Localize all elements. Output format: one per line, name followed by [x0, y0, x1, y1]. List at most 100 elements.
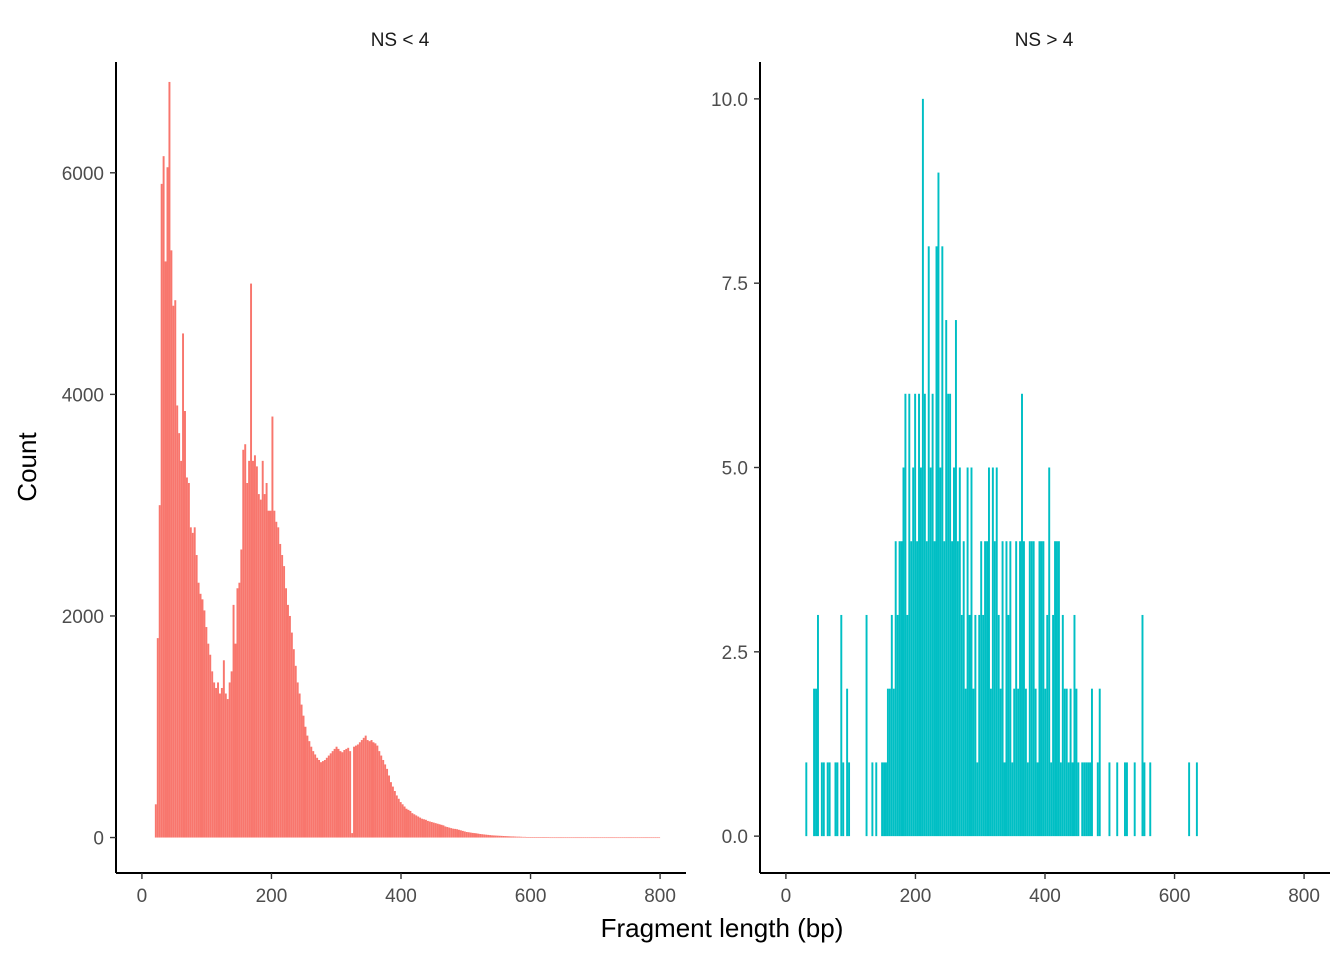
histogram-bar [189, 527, 192, 838]
histogram-bar [545, 837, 548, 838]
histogram-bar [184, 411, 186, 838]
histogram-bar [428, 821, 431, 838]
histogram-bar [370, 740, 373, 838]
histogram-bar [389, 782, 392, 838]
bars-left [154, 81, 661, 839]
histogram-bar [450, 828, 453, 838]
histogram-bar [527, 836, 530, 838]
histogram-bar [892, 688, 895, 837]
histogram-bar [321, 761, 324, 838]
histogram-bar [914, 393, 917, 837]
histogram-bar [213, 682, 216, 838]
histogram-bar [242, 449, 245, 838]
histogram-bar [236, 588, 239, 838]
histogram-bar [232, 604, 235, 838]
histogram-bar [1059, 762, 1062, 837]
histogram-bar [603, 837, 606, 839]
histogram-bar [625, 837, 628, 839]
histogram-bar [908, 393, 911, 837]
histogram-bar [473, 833, 476, 838]
y-tick-label: 6000 [62, 164, 104, 185]
histogram-bar [526, 836, 528, 838]
histogram-bar [343, 750, 346, 838]
y-tick-label: 0 [93, 829, 104, 850]
histogram-bar [919, 467, 922, 837]
histogram-bar [848, 762, 851, 837]
histogram-bar [393, 791, 396, 838]
histogram-bar [898, 541, 901, 837]
histogram-bar [993, 541, 996, 837]
histogram-bar [886, 688, 889, 837]
histogram-bar [613, 837, 616, 839]
histogram-bar [248, 460, 251, 838]
histogram-bar [516, 836, 519, 838]
histogram-bar [543, 837, 546, 838]
histogram-bar [828, 762, 831, 837]
strip-label-left: NS < 4 [371, 30, 430, 51]
histogram-bar [1040, 541, 1043, 837]
histogram-bar [195, 555, 198, 838]
histogram-bar [988, 467, 990, 837]
histogram-bar [438, 824, 441, 838]
histogram-bar [564, 837, 567, 839]
histogram-bar [269, 510, 272, 838]
histogram-bar [158, 505, 161, 838]
histogram-bar [426, 820, 429, 838]
histogram-bar [890, 614, 893, 837]
histogram-bar [982, 614, 985, 837]
histogram-bar [541, 837, 544, 838]
histogram-bar [424, 819, 427, 838]
histogram-bar [951, 541, 954, 837]
histogram-bar [1071, 762, 1074, 837]
histogram-bar [947, 393, 950, 837]
histogram-bar [281, 555, 284, 838]
histogram-bar [590, 837, 593, 839]
panel-ns-gt-4: NS > 4 0 200 400 600 800 0.0 2.5 5.0 7.5 10.0 [711, 30, 1330, 907]
histogram-bar [1028, 541, 1031, 837]
histogram-bar [574, 837, 577, 839]
histogram-bar [1141, 614, 1144, 837]
histogram-bar [277, 527, 280, 838]
x-tick-label: 800 [1288, 886, 1320, 907]
histogram-bar [386, 768, 389, 838]
histogram-bar [492, 835, 495, 838]
histogram-bar [535, 837, 538, 838]
histogram-bar [1026, 762, 1029, 837]
histogram-bar [995, 467, 998, 837]
histogram-bar [401, 804, 404, 838]
histogram-bar [588, 837, 591, 839]
histogram-bar [506, 836, 509, 838]
y-tick-label: 4000 [62, 385, 104, 406]
histogram-bar [568, 837, 571, 839]
histogram-bar [454, 828, 457, 838]
histogram-bar [349, 751, 352, 838]
histogram-bar [327, 755, 330, 838]
histogram-bar [458, 829, 460, 838]
histogram-bar [632, 837, 635, 839]
histogram-bar [316, 757, 319, 838]
histogram-bar [279, 543, 282, 838]
histogram-bar [372, 742, 375, 838]
histogram-bar [1069, 688, 1072, 837]
histogram-bar [228, 682, 231, 838]
histogram-bar [1052, 614, 1055, 837]
histogram-bar [1015, 541, 1018, 837]
histogram-bar [166, 167, 169, 838]
histogram-bar [529, 837, 532, 838]
histogram-bar [939, 467, 942, 837]
axes-right: 0 200 400 600 800 0.0 2.5 5.0 7.5 10.0 [711, 62, 1330, 907]
x-tick-label: 400 [385, 886, 417, 907]
histogram-bar [1061, 614, 1064, 837]
histogram-bar [836, 762, 839, 837]
histogram-bar [339, 751, 342, 838]
histogram-bar [483, 834, 486, 838]
histogram-bar [1009, 541, 1012, 837]
histogram-bar [1017, 688, 1020, 837]
histogram-bar [382, 759, 385, 838]
histogram-bar [1075, 688, 1078, 837]
y-tick-label: 7.5 [722, 274, 748, 295]
histogram-bar [211, 671, 214, 838]
histogram-bar [263, 494, 266, 838]
histogram-bar [644, 837, 647, 839]
histogram-bar [496, 835, 499, 838]
